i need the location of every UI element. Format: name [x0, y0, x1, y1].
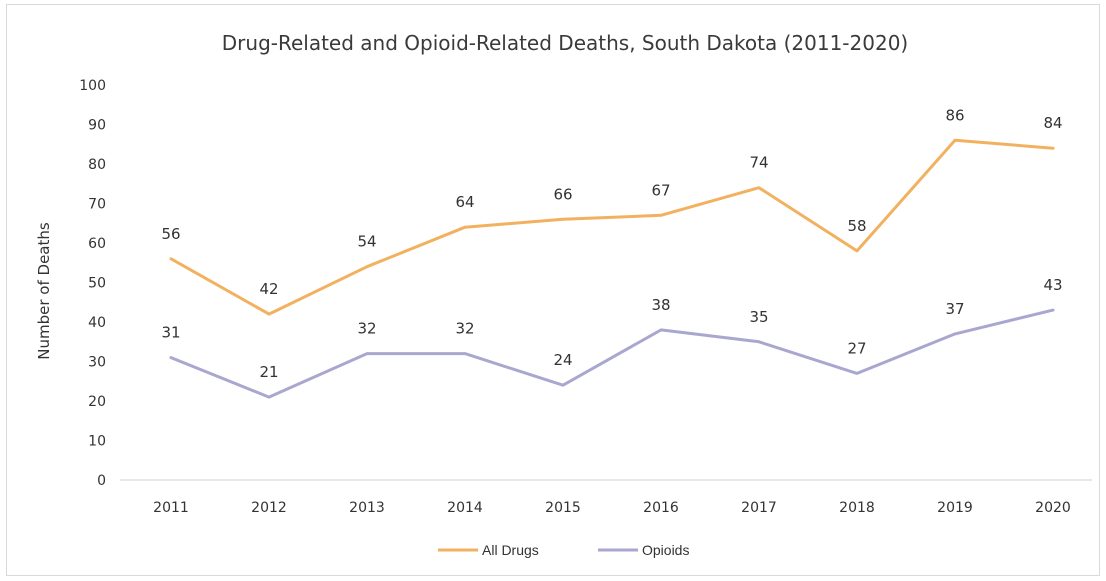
y-tick-label: 90	[88, 118, 106, 134]
y-tick-label: 50	[88, 276, 106, 292]
data-label: 32	[455, 320, 474, 338]
series-line-opioids	[169, 308, 1055, 399]
data-label: 38	[651, 296, 670, 314]
legend-label: All Drugs	[482, 542, 539, 558]
data-label: 42	[259, 280, 278, 298]
y-tick-label: 20	[88, 394, 106, 410]
x-tick-label: 2019	[937, 500, 973, 516]
y-tick-label: 60	[88, 236, 106, 252]
y-tick-label: 30	[88, 355, 106, 371]
data-label: 84	[1043, 114, 1062, 132]
x-tick-label: 2014	[447, 500, 483, 516]
x-tick-label: 2012	[251, 500, 287, 516]
y-tick-label: 40	[88, 315, 106, 331]
data-label: 35	[749, 308, 768, 326]
data-label: 86	[945, 106, 964, 124]
x-tick-label: 2015	[545, 500, 581, 516]
legend-label: Opioids	[642, 542, 689, 558]
x-tick-label: 2013	[349, 500, 385, 516]
x-tick-label: 2011	[153, 500, 189, 516]
y-tick-label: 70	[88, 197, 106, 213]
x-axis-ticks: 2011 2012 2013 2014 2015 2016 2017 2018 2019 2020	[153, 500, 1071, 516]
series-lines	[169, 138, 1055, 399]
x-tick-label: 2020	[1035, 500, 1071, 516]
data-label: 32	[357, 320, 376, 338]
data-label: 21	[259, 363, 278, 381]
y-tick-label: 80	[88, 157, 106, 173]
legend: All Drugs Opioids	[438, 542, 689, 558]
data-label: 58	[847, 217, 866, 235]
data-label: 67	[651, 181, 670, 199]
data-label: 64	[455, 193, 474, 211]
data-label: 31	[161, 324, 180, 342]
data-label: 54	[357, 233, 376, 251]
x-tick-label: 2016	[643, 500, 679, 516]
data-label: 56	[161, 225, 180, 243]
data-labels: 56 42 54 64 66 67 74 58 86 84 31 21 32 32 24 38 35 27 37 43	[161, 106, 1062, 381]
x-tick-label: 2018	[839, 500, 875, 516]
data-label: 43	[1043, 276, 1062, 294]
y-axis-ticks: 0 10 20 30 40 50 60 70 80 90 100	[79, 78, 106, 489]
data-label: 24	[553, 351, 572, 369]
chart-title: Drug-Related and Opioid-Related Deaths, …	[222, 31, 908, 55]
y-tick-label: 0	[97, 473, 106, 489]
series-line-all-drugs	[169, 138, 1055, 316]
y-axis-label: Number of Deaths	[35, 222, 53, 360]
data-label: 27	[847, 339, 866, 357]
data-label: 74	[749, 154, 768, 172]
data-label: 37	[945, 300, 964, 318]
data-label: 66	[553, 185, 572, 203]
y-tick-label: 100	[79, 78, 106, 94]
chart-frame	[6, 4, 1100, 576]
x-tick-label: 2017	[741, 500, 777, 516]
y-tick-label: 10	[88, 434, 106, 450]
